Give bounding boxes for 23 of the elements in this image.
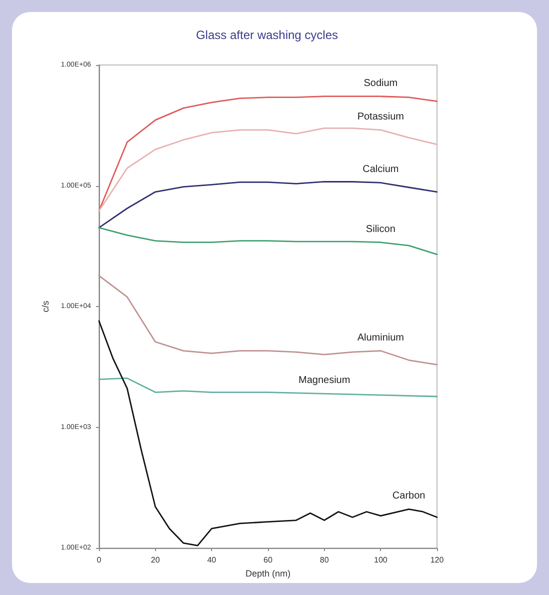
line-series [98,320,438,546]
series-label: Potassium [357,111,404,122]
x-tick-label: 0 [96,556,102,565]
line-series [98,378,438,398]
series-label: Calcium [362,164,399,176]
series-label: Aluminium [357,332,404,344]
series-label: Carbon [392,490,426,502]
x-axis-title: Depth (nm) [245,568,291,578]
x-tick-label: 40 [207,556,217,565]
y-axis-title: c/s [40,300,50,312]
x-tick-label: 120 [430,556,444,565]
chart-title: Glass after washing cycles [196,28,338,42]
series-label: Sodium [364,78,398,89]
line-series [98,96,438,212]
series-label: Silicon [366,224,396,235]
x-tick-label: 80 [320,556,330,565]
x-tick-label: 20 [150,556,160,565]
line-series [98,275,438,366]
x-tick-label: 60 [264,556,273,565]
series-label: Magnesium [298,375,350,386]
x-tick-label: 100 [374,556,388,565]
line-series [98,127,438,212]
line-series [98,226,438,256]
